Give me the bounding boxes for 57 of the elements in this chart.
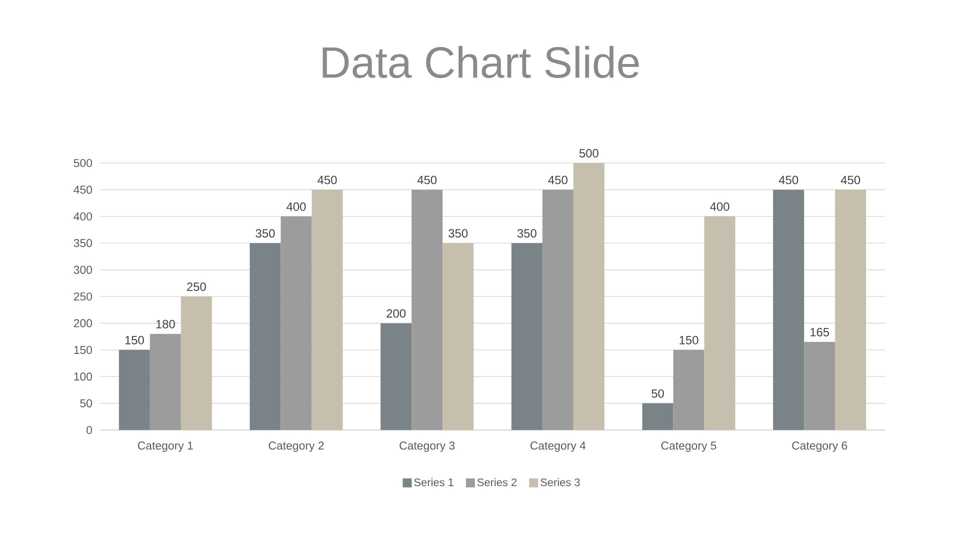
data-label: 500 (579, 149, 598, 158)
data-label: 450 (840, 176, 860, 184)
x-tick-label: Category 5 (661, 442, 716, 452)
data-label: 450 (318, 176, 337, 184)
x-tick-label: Category 4 (530, 442, 586, 452)
data-label: 400 (286, 202, 306, 211)
data-label: 180 (156, 320, 175, 328)
bar (118, 350, 150, 430)
bar (673, 350, 704, 430)
data-label: 450 (778, 176, 798, 184)
y-tick-label: 0 (86, 426, 92, 434)
y-tick-label: 250 (74, 292, 92, 301)
bar (412, 190, 443, 430)
y-tick-label: 500 (74, 158, 92, 168)
bar (150, 334, 181, 430)
legend-label: Series 2 (477, 478, 517, 486)
x-tick-label: Category 3 (400, 442, 455, 452)
bar (804, 342, 836, 430)
chart-title: Data Chart Slide (322, 46, 639, 78)
data-label: 400 (710, 202, 730, 211)
bar (180, 296, 212, 430)
y-tick-label: 350 (74, 239, 92, 248)
bar (704, 216, 736, 430)
x-tick-label: Category 6 (792, 442, 848, 452)
bar (280, 216, 312, 430)
bar (642, 403, 674, 430)
data-label: 350 (448, 229, 468, 238)
y-tick-label: 50 (80, 399, 92, 408)
bar (250, 243, 281, 430)
data-label: 150 (125, 336, 144, 344)
bar (380, 323, 412, 430)
bar (835, 190, 866, 430)
legend-label: Series 1 (414, 478, 454, 486)
y-tick-label: 400 (74, 212, 92, 220)
data-label: 165 (810, 328, 830, 336)
bar (312, 190, 343, 430)
bar (542, 190, 574, 430)
x-tick-label: Category 1 (138, 442, 193, 452)
data-label: 250 (187, 282, 206, 291)
data-label: 350 (256, 229, 275, 238)
bar (773, 190, 804, 430)
y-tick-label: 100 (74, 372, 92, 381)
bar (573, 163, 604, 430)
y-tick-label: 450 (74, 186, 92, 194)
data-label: 150 (680, 336, 698, 344)
legend-label: Series 3 (540, 478, 580, 486)
data-label: 50 (652, 389, 664, 398)
data-label: 200 (386, 309, 406, 318)
bar (511, 243, 542, 430)
data-label: 450 (417, 176, 437, 184)
data-label: 450 (548, 176, 568, 184)
y-tick-label: 200 (74, 319, 92, 328)
y-tick-label: 300 (74, 266, 92, 274)
x-tick-label: Category 2 (268, 442, 324, 452)
data-label: 350 (517, 229, 536, 238)
bar (442, 243, 474, 430)
y-tick-label: 150 (74, 346, 92, 354)
